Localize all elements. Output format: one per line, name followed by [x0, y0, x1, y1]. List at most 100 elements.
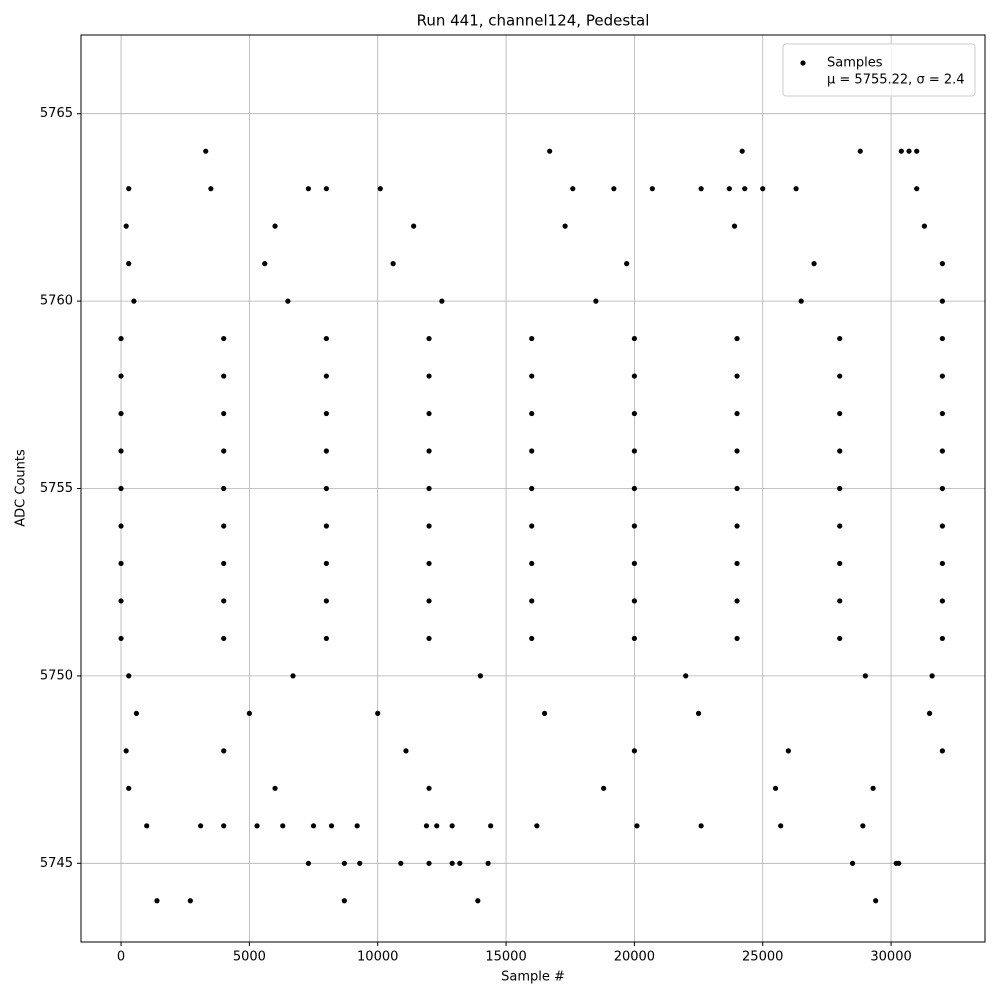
point — [631, 373, 637, 379]
point — [772, 785, 779, 791]
point — [310, 823, 317, 829]
point — [488, 823, 494, 829]
point — [631, 560, 637, 567]
point — [475, 898, 481, 904]
point — [221, 635, 227, 642]
point — [354, 823, 360, 829]
point — [477, 673, 483, 679]
point — [375, 710, 381, 716]
point — [631, 598, 637, 604]
point — [849, 860, 856, 866]
point — [649, 186, 655, 192]
point — [898, 148, 904, 154]
point — [403, 748, 409, 754]
point — [734, 523, 740, 529]
point — [357, 860, 363, 866]
point — [426, 485, 432, 492]
point — [262, 261, 268, 267]
point — [323, 635, 329, 642]
point — [529, 523, 535, 529]
point — [118, 448, 124, 454]
point — [449, 823, 455, 829]
point — [683, 673, 689, 679]
point — [426, 373, 432, 379]
point — [698, 823, 704, 829]
point — [734, 448, 740, 454]
point — [631, 448, 637, 454]
point — [873, 898, 879, 904]
point — [631, 410, 637, 417]
point — [144, 823, 150, 829]
point — [778, 823, 784, 829]
point — [529, 485, 535, 492]
point — [246, 710, 252, 716]
point — [593, 298, 599, 304]
point — [624, 261, 630, 267]
point — [285, 298, 291, 304]
point — [870, 785, 876, 791]
point — [221, 410, 227, 417]
point — [534, 823, 540, 829]
point — [118, 335, 124, 342]
legend-marker — [800, 60, 806, 66]
point — [126, 186, 132, 192]
point — [739, 148, 745, 154]
point — [562, 223, 568, 229]
point — [760, 186, 766, 192]
point — [323, 448, 329, 454]
x-tick-label: 30000 — [870, 950, 911, 965]
chart-title: Run 441, channel124, Pedestal — [417, 12, 650, 30]
legend-annotation: μ = 5755.22, σ = 2.4 — [827, 73, 965, 88]
point — [939, 373, 945, 379]
legend-label: Samples — [827, 56, 883, 71]
point — [457, 860, 463, 866]
x-tick-label: 25000 — [742, 950, 783, 965]
point — [434, 823, 440, 829]
point — [529, 598, 535, 604]
point — [133, 710, 140, 716]
y-tick-label: 5765 — [40, 106, 73, 121]
point — [798, 298, 804, 304]
point — [698, 186, 704, 192]
point — [328, 823, 335, 829]
point — [118, 485, 124, 492]
point — [837, 560, 843, 567]
point — [118, 410, 124, 417]
point — [939, 560, 945, 567]
point — [600, 785, 607, 791]
y-tick-label: 5755 — [40, 481, 73, 496]
point — [896, 860, 902, 866]
point — [305, 860, 312, 866]
point — [837, 485, 843, 492]
point — [939, 298, 945, 304]
point — [323, 485, 329, 492]
point — [742, 186, 748, 192]
point — [921, 223, 928, 229]
point — [695, 710, 702, 716]
point — [734, 410, 740, 417]
point — [570, 186, 576, 192]
point — [426, 785, 432, 791]
point — [323, 523, 329, 529]
point — [221, 523, 227, 529]
point — [939, 410, 945, 417]
point — [529, 335, 535, 342]
point — [631, 635, 637, 642]
point — [323, 335, 329, 342]
point — [221, 598, 227, 604]
x-tick-label: 10000 — [357, 950, 398, 965]
point — [341, 898, 347, 904]
point — [118, 598, 124, 604]
point — [341, 860, 347, 866]
point — [203, 148, 209, 154]
point — [254, 823, 260, 829]
x-tick-label: 0 — [117, 950, 125, 965]
point — [837, 410, 843, 417]
point — [123, 223, 129, 229]
point — [280, 823, 286, 829]
point — [785, 748, 791, 754]
point — [837, 598, 843, 604]
point — [426, 410, 432, 417]
point — [426, 560, 432, 567]
